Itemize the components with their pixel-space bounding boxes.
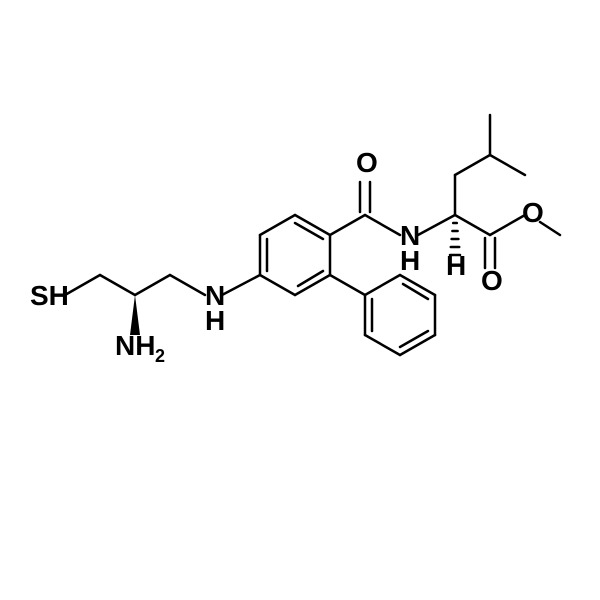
molecule-diagram: SHNH2NHONHHOO <box>0 0 600 600</box>
atom-label-O1: O <box>356 147 378 178</box>
atom-label-NH2s: 2 <box>155 346 165 366</box>
atom-label-NH2: NH <box>115 330 155 361</box>
atom-label-H1: H <box>205 305 225 336</box>
atom-label-H2b: H <box>446 250 466 281</box>
atom-label-H2: H <box>400 245 420 276</box>
atom-label-SH: SH <box>30 280 69 311</box>
atom-label-O2: O <box>481 265 503 296</box>
atom-label-O3: O <box>522 197 544 228</box>
